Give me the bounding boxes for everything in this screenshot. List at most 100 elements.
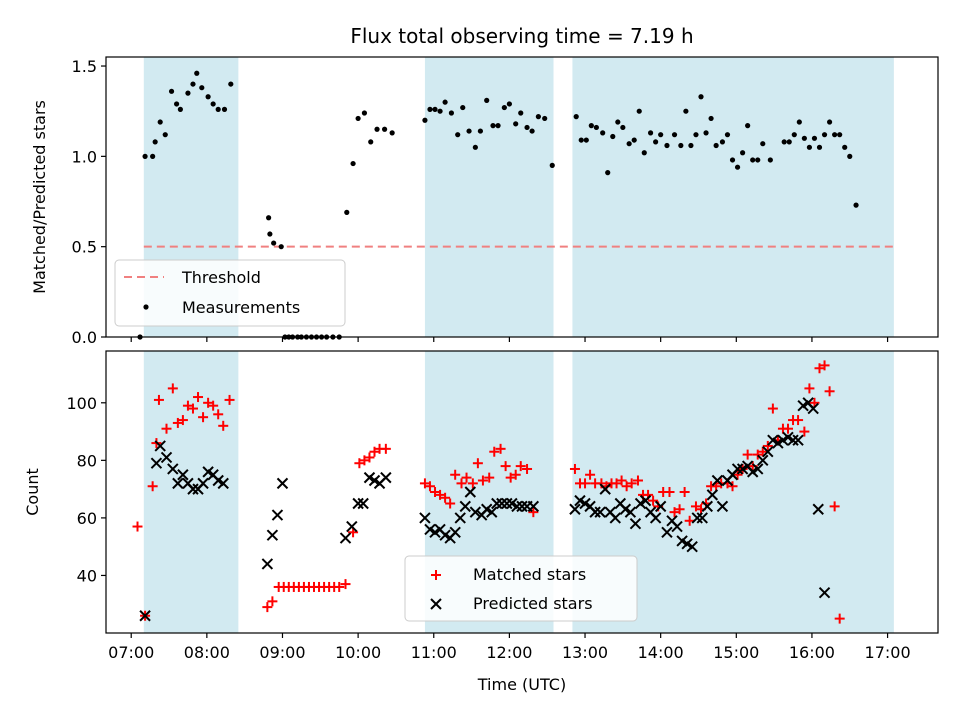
predicted-point-0 <box>139 610 151 622</box>
measurement-point-53 <box>484 97 490 103</box>
measurement-point-105 <box>796 119 802 125</box>
predicted-point-22 <box>357 497 369 510</box>
predicted-point-63 <box>639 494 652 507</box>
measurement-point-4 <box>157 119 163 125</box>
matched-point-83 <box>679 487 690 497</box>
measurement-point-89 <box>703 130 709 136</box>
measurement-point-111 <box>826 119 833 125</box>
matched-point-77 <box>648 495 659 506</box>
axes-frame-1 <box>105 350 939 634</box>
series-measurements <box>137 70 859 340</box>
measurement-point-81 <box>658 132 664 138</box>
matched-point-85 <box>690 501 701 512</box>
measurement-point-107 <box>806 144 813 150</box>
matched-point-60 <box>522 463 533 474</box>
predicted-point-34 <box>454 512 466 524</box>
y-tick-label: 1.5 <box>72 57 97 76</box>
measurement-point-19 <box>267 231 273 237</box>
y-axis-label: Matched/Predicted stars <box>30 100 49 294</box>
legend-ratio: Threshold Measurements <box>114 259 346 327</box>
matched-point-6 <box>167 383 178 394</box>
predicted-point-40 <box>486 506 498 518</box>
predicted-point-46 <box>516 500 528 513</box>
x-tick-label: 16:00 <box>789 643 835 662</box>
measurement-point-61 <box>529 128 535 134</box>
matched-point-82 <box>674 504 685 515</box>
predicted-point-10 <box>197 477 209 490</box>
measurement-point-3 <box>152 139 158 145</box>
matched-point-46 <box>445 498 456 509</box>
predicted-point-87 <box>762 446 774 458</box>
measurement-point-96 <box>740 150 746 156</box>
measurement-point-43 <box>427 106 433 112</box>
matched-point-103 <box>782 423 793 434</box>
chart-title: Flux total observing time = 7.19 h <box>350 24 693 48</box>
x-tick-label: 09:00 <box>259 643 305 662</box>
measurement-point-1 <box>142 153 148 159</box>
predicted-point-43 <box>501 497 513 510</box>
measurement-point-97 <box>745 123 751 129</box>
matched-point-7 <box>172 417 183 428</box>
matched-point-45 <box>440 492 451 503</box>
predicted-point-76 <box>706 489 719 501</box>
matched-point-93 <box>732 469 743 480</box>
count-panel: 40 60 80 100 07:00 08:00 09:00 10:00 11:00 12:00 1… <box>23 350 939 662</box>
measurement-point-104 <box>791 132 797 138</box>
matched-point-14 <box>208 400 219 411</box>
measurement-point-70 <box>600 130 606 136</box>
matched-point-52 <box>477 475 488 486</box>
predicted-point-54 <box>594 506 606 518</box>
predicted-point-60 <box>624 506 637 518</box>
matched-point-36 <box>359 455 370 466</box>
matched-point-112 <box>829 501 840 512</box>
matched-point-55 <box>495 443 506 454</box>
measurement-point-17 <box>228 81 234 87</box>
matched-point-5 <box>161 423 172 434</box>
measurement-point-100 <box>760 141 766 147</box>
matched-point-73 <box>626 478 637 489</box>
measurement-point-13 <box>205 94 211 100</box>
y-tick-label: 0.0 <box>72 328 97 347</box>
measurement-point-12 <box>199 85 205 91</box>
predicted-point-78 <box>716 500 729 513</box>
y-tick-label: 80 <box>77 451 97 470</box>
matched-point-50 <box>467 478 478 489</box>
measurement-point-92 <box>719 139 726 145</box>
matched-point-2 <box>147 481 158 492</box>
predicted-point-41 <box>491 497 503 510</box>
matched-point-53 <box>484 472 495 483</box>
measurement-point-85 <box>683 108 689 114</box>
series-predicted-stars <box>139 397 831 622</box>
matched-point-113 <box>834 613 845 624</box>
matched-point-105 <box>793 415 804 426</box>
matched-point-35 <box>354 458 365 469</box>
matched-point-109 <box>814 363 825 374</box>
measurement-point-94 <box>729 157 736 163</box>
matched-point-97 <box>752 449 763 460</box>
matched-point-51 <box>472 458 483 469</box>
predicted-point-8 <box>187 483 199 495</box>
predicted-point-36 <box>464 486 477 498</box>
matched-point-61 <box>528 507 539 518</box>
matched-point-107 <box>804 383 815 394</box>
matched-point-17 <box>224 394 235 405</box>
predicted-point-92 <box>787 434 799 446</box>
matched-point-56 <box>500 461 511 472</box>
measurement-point-49 <box>460 104 466 111</box>
matched-point-72 <box>621 481 632 492</box>
measurement-point-35 <box>350 160 356 167</box>
measurement-point-50 <box>466 128 472 134</box>
measurement-point-5 <box>162 132 168 138</box>
legend-measurements-swatch <box>143 304 149 310</box>
predicted-point-61 <box>629 517 642 530</box>
x-axis-label: Time (UTC) <box>477 675 566 694</box>
predicted-point-86 <box>757 454 769 467</box>
predicted-point-27 <box>419 512 431 524</box>
predicted-point-66 <box>654 500 667 513</box>
legend-matched-swatch <box>431 570 441 580</box>
legend-predicted-label: Predicted stars <box>473 594 593 613</box>
matched-point-95 <box>742 449 753 460</box>
x-tick-label: 10:00 <box>335 643 381 662</box>
predicted-point-97 <box>812 503 824 515</box>
measurement-point-42 <box>422 117 428 123</box>
